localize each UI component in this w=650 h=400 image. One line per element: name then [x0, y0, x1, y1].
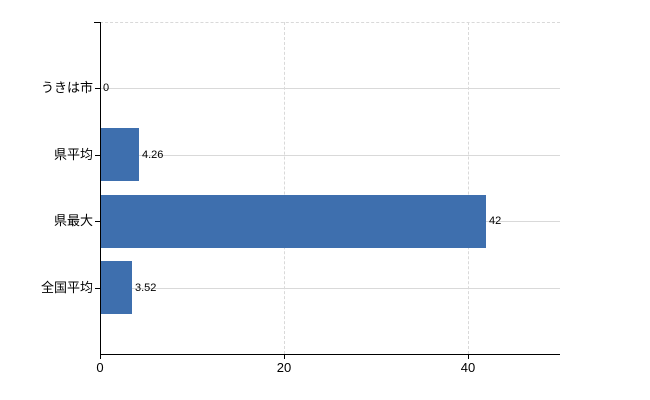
- x-tick-label: 40: [460, 360, 476, 375]
- vertical-gridline: [284, 22, 285, 354]
- category-label: 県平均: [53, 147, 93, 162]
- bar-value-label: 4.26: [142, 149, 164, 161]
- x-axis-tick: [468, 355, 469, 359]
- bar: [100, 195, 486, 248]
- bar-value-label: 3.52: [135, 282, 157, 294]
- horizontal-gridline: [100, 288, 560, 289]
- horizontal-gridline: [100, 155, 560, 156]
- x-tick-label: 20: [276, 360, 292, 375]
- x-axis-tick: [100, 355, 101, 359]
- x-axis: [100, 354, 560, 355]
- y-axis-tick: [95, 155, 100, 156]
- category-label: 全国平均: [40, 280, 93, 295]
- vertical-gridline: [468, 22, 469, 354]
- bar-value-label: 42: [489, 215, 502, 227]
- y-axis: [100, 22, 101, 354]
- x-tick-label: 0: [96, 360, 104, 375]
- plot-top-border: [100, 22, 560, 23]
- bar-value-label: 0: [103, 82, 110, 94]
- y-axis-tick: [95, 221, 100, 222]
- y-axis-tick: [95, 288, 100, 289]
- y-axis-top-tick: [94, 22, 100, 23]
- bar: [100, 261, 132, 314]
- x-axis-tick: [284, 355, 285, 359]
- y-axis-tick: [95, 88, 100, 89]
- category-label: 県最大: [53, 213, 93, 228]
- bar: [100, 128, 139, 181]
- category-label: うきは市: [40, 80, 93, 95]
- horizontal-gridline: [100, 88, 560, 89]
